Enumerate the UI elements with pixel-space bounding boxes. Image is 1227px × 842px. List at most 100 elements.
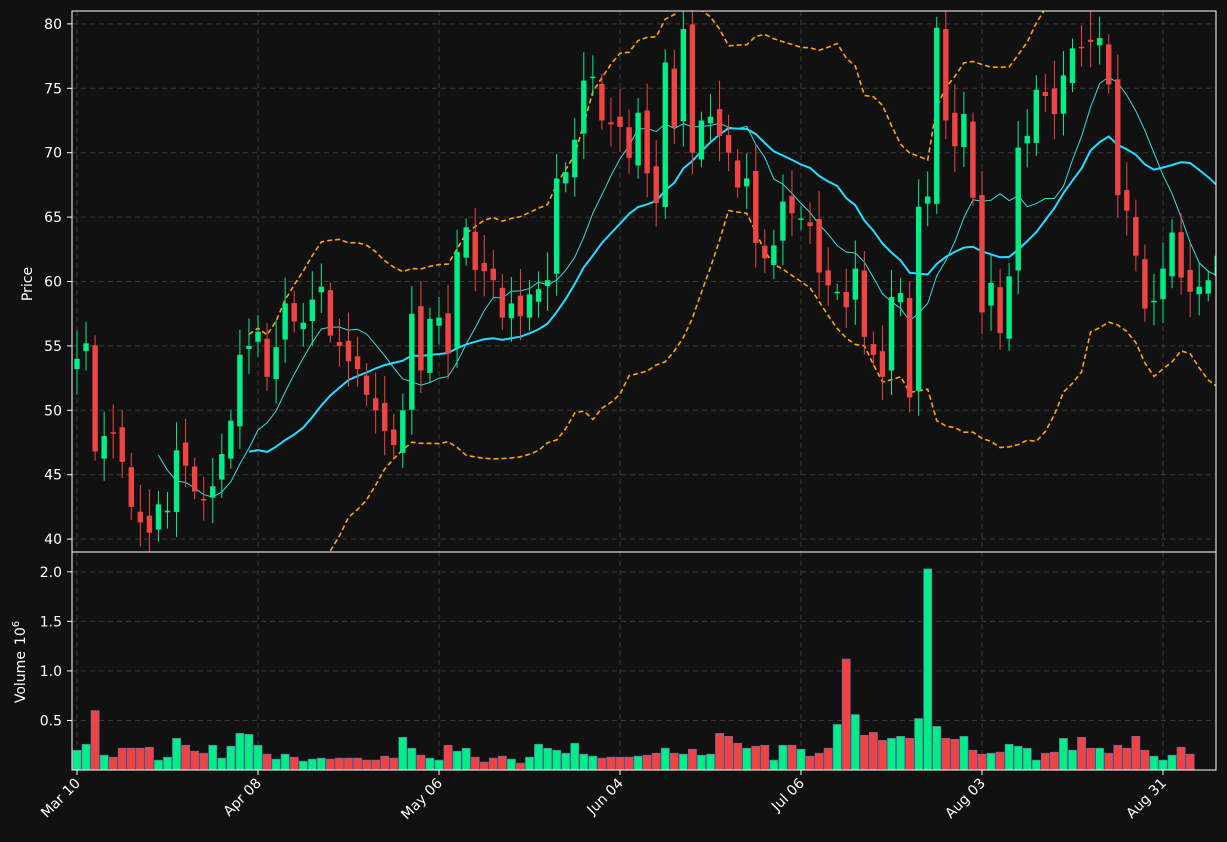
volume-exponent-base: 10	[13, 627, 29, 645]
candle-body	[716, 109, 723, 136]
volume-bar	[751, 745, 761, 771]
volume-bar	[733, 742, 743, 771]
candle-body	[173, 450, 180, 512]
bollinger-lower-line	[328, 209, 1216, 552]
volume-bar	[941, 737, 951, 771]
volume-bar	[932, 726, 942, 771]
candle-body	[762, 245, 768, 259]
volume-bar	[371, 759, 381, 771]
volume-bar	[1158, 759, 1168, 771]
candle-body	[544, 280, 551, 286]
candle-body	[789, 196, 795, 214]
candle-body	[182, 442, 189, 466]
volume-bar	[850, 714, 860, 771]
volume-bar	[244, 734, 254, 771]
volume-panel-frame	[71, 551, 1217, 771]
candle-body	[336, 341, 343, 346]
bollinger-upper-line	[248, 11, 1045, 337]
candle-body	[535, 289, 542, 302]
candle-body	[499, 287, 506, 318]
volume-bar	[117, 747, 127, 771]
candle-body	[1178, 232, 1184, 278]
volume-bar	[470, 756, 480, 771]
candle-body	[92, 345, 98, 452]
candle-body	[698, 120, 705, 160]
candle-body	[915, 206, 922, 391]
volume-bar	[226, 745, 236, 771]
volume-bar	[1022, 747, 1032, 771]
candle-body	[463, 227, 469, 258]
volume-bar	[271, 758, 281, 771]
volume-bar	[986, 752, 996, 771]
volume-bar	[923, 568, 933, 771]
candle-body	[155, 504, 162, 530]
bollinger-bands	[248, 11, 1216, 552]
price-tick-label: 70	[44, 146, 62, 162]
volume-bar	[1167, 754, 1177, 771]
volume-bar	[715, 733, 724, 771]
volume-bar	[452, 750, 462, 771]
candle-body	[861, 270, 868, 337]
candle-body	[870, 344, 877, 355]
candle-body	[635, 112, 641, 166]
volume-bar	[289, 756, 299, 771]
volume-bar	[615, 756, 625, 771]
volume-bar	[407, 747, 417, 771]
volume-bar	[878, 739, 887, 771]
candle-body	[707, 116, 714, 124]
candle-body	[979, 195, 985, 313]
candle-body	[1060, 75, 1067, 114]
candle-body	[680, 29, 687, 122]
volume-bar	[434, 759, 444, 771]
price-tick-label: 50	[44, 403, 62, 419]
volume-bar	[950, 738, 960, 771]
candle-body	[653, 166, 659, 203]
volume-bar	[778, 744, 788, 771]
candle-body	[1169, 232, 1175, 277]
volume-bar	[697, 754, 706, 771]
candle-body	[409, 313, 415, 410]
volume-bar	[108, 756, 118, 771]
volume-bar	[1068, 749, 1077, 771]
candle-body	[970, 121, 976, 198]
candle-body	[725, 135, 732, 153]
candle-body	[1205, 280, 1211, 294]
candle-body	[581, 80, 587, 134]
candle-body	[572, 139, 578, 178]
candle-body	[689, 24, 696, 153]
volume-bar	[959, 736, 969, 771]
volume-bar	[145, 746, 154, 771]
volume-bar	[543, 747, 552, 771]
volume-bar	[814, 752, 824, 771]
volume-bar	[307, 758, 317, 771]
candle-body	[363, 375, 370, 395]
candle-body	[1087, 39, 1094, 42]
volume-bar	[660, 747, 670, 771]
volume-bar	[1013, 745, 1023, 771]
candle-body	[191, 466, 198, 492]
volume-bar	[1004, 743, 1014, 771]
volume-bar	[1050, 751, 1059, 771]
candle-body	[1096, 38, 1103, 46]
candle-body	[309, 299, 315, 322]
candle-body	[834, 291, 840, 294]
candle-body	[852, 268, 858, 300]
candle-body	[517, 295, 524, 317]
candle-body	[201, 498, 207, 501]
candle-body	[934, 27, 940, 204]
volume-bar	[1176, 746, 1186, 771]
volume-bar	[525, 756, 534, 771]
volume-bar	[380, 755, 390, 771]
candle-body	[1015, 147, 1021, 271]
volume-bar	[253, 744, 263, 771]
volume-bar	[425, 757, 435, 771]
volume-bar	[706, 753, 715, 771]
candle-body	[843, 291, 849, 308]
candle-body	[1006, 276, 1012, 339]
volume-label-text: Volume	[13, 651, 29, 703]
candle-body	[418, 306, 424, 371]
candle-body	[237, 354, 243, 427]
volume-bar	[887, 737, 896, 771]
volume-bar	[479, 761, 489, 771]
